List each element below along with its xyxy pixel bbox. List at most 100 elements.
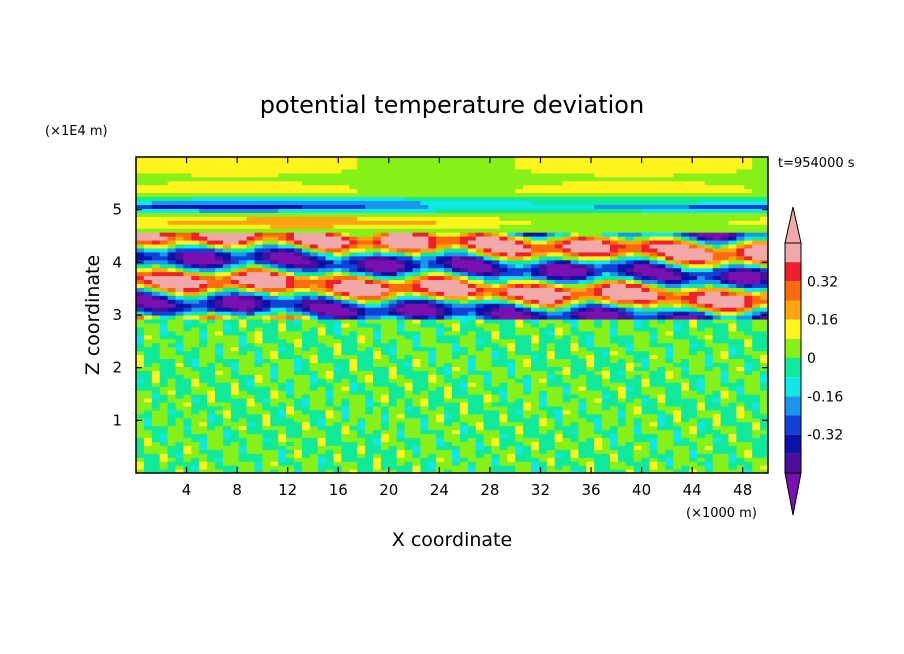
- field-cell: [215, 279, 224, 284]
- field-cell: [720, 449, 730, 454]
- field-cell: [475, 433, 485, 439]
- field-cell: [222, 283, 232, 288]
- field-cell: [428, 326, 437, 332]
- field-cell: [159, 291, 169, 296]
- field-cell: [657, 259, 666, 265]
- field-cell: [499, 315, 508, 320]
- field-cell: [412, 433, 421, 439]
- field-cell: [633, 283, 643, 288]
- field-cell: [428, 453, 437, 458]
- field-cell: [404, 283, 414, 288]
- field-cell: [357, 330, 366, 336]
- field-cell: [222, 457, 232, 462]
- field-cell: [428, 366, 437, 371]
- field-cell: [752, 445, 761, 450]
- field-cell: [720, 271, 730, 277]
- field-cell: [696, 271, 706, 277]
- field-cell: [602, 421, 611, 427]
- field-cell: [325, 311, 335, 316]
- field-cell: [554, 267, 564, 273]
- field-cell: [554, 346, 564, 352]
- field-cell: [388, 413, 398, 419]
- field-cell: [317, 287, 327, 292]
- field-cell: [317, 449, 327, 454]
- field-cell: [578, 366, 587, 371]
- field-cell: [665, 417, 674, 423]
- field-cell: [744, 469, 753, 473]
- field-cell: [531, 394, 540, 399]
- field-cell: [238, 295, 248, 300]
- field-cell: [365, 279, 374, 284]
- field-cell: [199, 311, 208, 316]
- field-cell: [365, 283, 374, 288]
- field-cell: [696, 425, 706, 431]
- field-cell: [744, 334, 753, 340]
- field-cell: [531, 283, 540, 288]
- field-cell: [436, 453, 445, 458]
- field-cell: [254, 386, 263, 391]
- field-cell: [191, 338, 200, 344]
- field-cell: [436, 461, 445, 466]
- field-cell: [633, 374, 643, 379]
- field-cell: [436, 326, 445, 332]
- field-cell: [333, 413, 342, 419]
- field-cell: [712, 409, 722, 415]
- field-cell: [373, 311, 382, 316]
- field-cell: [673, 362, 682, 367]
- field-cell: [444, 303, 453, 308]
- field-cell: [736, 267, 745, 273]
- field-cell: [428, 433, 437, 439]
- field-cell: [657, 228, 666, 233]
- field-cell: [625, 390, 635, 395]
- field-cell: [167, 259, 177, 265]
- field-cell: [696, 429, 706, 435]
- field-cell: [246, 358, 256, 363]
- field-cell: [531, 322, 540, 328]
- field-cell: [380, 378, 390, 383]
- field-cell: [191, 358, 200, 363]
- field-cell: [689, 429, 698, 435]
- field-cell: [689, 330, 698, 336]
- field-cell: [151, 362, 161, 367]
- field-cell: [199, 236, 208, 241]
- field-cell: [657, 299, 666, 304]
- field-cell: [641, 283, 651, 288]
- field-cell: [428, 243, 437, 249]
- field-cell: [728, 390, 737, 395]
- field-cell: [641, 370, 651, 375]
- field-cell: [341, 449, 350, 454]
- field-cell: [262, 318, 271, 324]
- field-cell: [499, 283, 508, 288]
- field-cell: [523, 453, 532, 458]
- field-cell: [602, 279, 611, 284]
- field-cell: [681, 243, 690, 249]
- field-cell: [491, 255, 500, 261]
- field-cell: [341, 239, 350, 245]
- field-cell: [207, 342, 216, 348]
- field-cell: [309, 318, 319, 324]
- field-cell: [610, 374, 619, 379]
- field-cell: [499, 334, 508, 340]
- field-cell: [317, 303, 327, 308]
- field-cell: [167, 354, 177, 360]
- field-cell: [254, 236, 263, 241]
- field-cell: [278, 469, 287, 473]
- field-cell: [594, 465, 603, 470]
- field-cell: [531, 413, 540, 419]
- field-cell: [515, 239, 524, 245]
- field-cell: [531, 441, 540, 446]
- field-cell: [744, 330, 753, 336]
- field-cell: [357, 429, 366, 435]
- field-cell: [380, 228, 390, 233]
- field-cell: [373, 232, 382, 237]
- field-cell: [357, 425, 366, 431]
- field-cell: [752, 299, 761, 304]
- field-cell: [467, 350, 477, 356]
- field-cell: [278, 453, 287, 458]
- field-cell: [207, 413, 216, 419]
- field-cell: [238, 390, 248, 395]
- field-cell: [270, 263, 279, 269]
- field-cell: [633, 330, 643, 336]
- field-cell: [373, 433, 382, 439]
- field-cell: [175, 295, 184, 300]
